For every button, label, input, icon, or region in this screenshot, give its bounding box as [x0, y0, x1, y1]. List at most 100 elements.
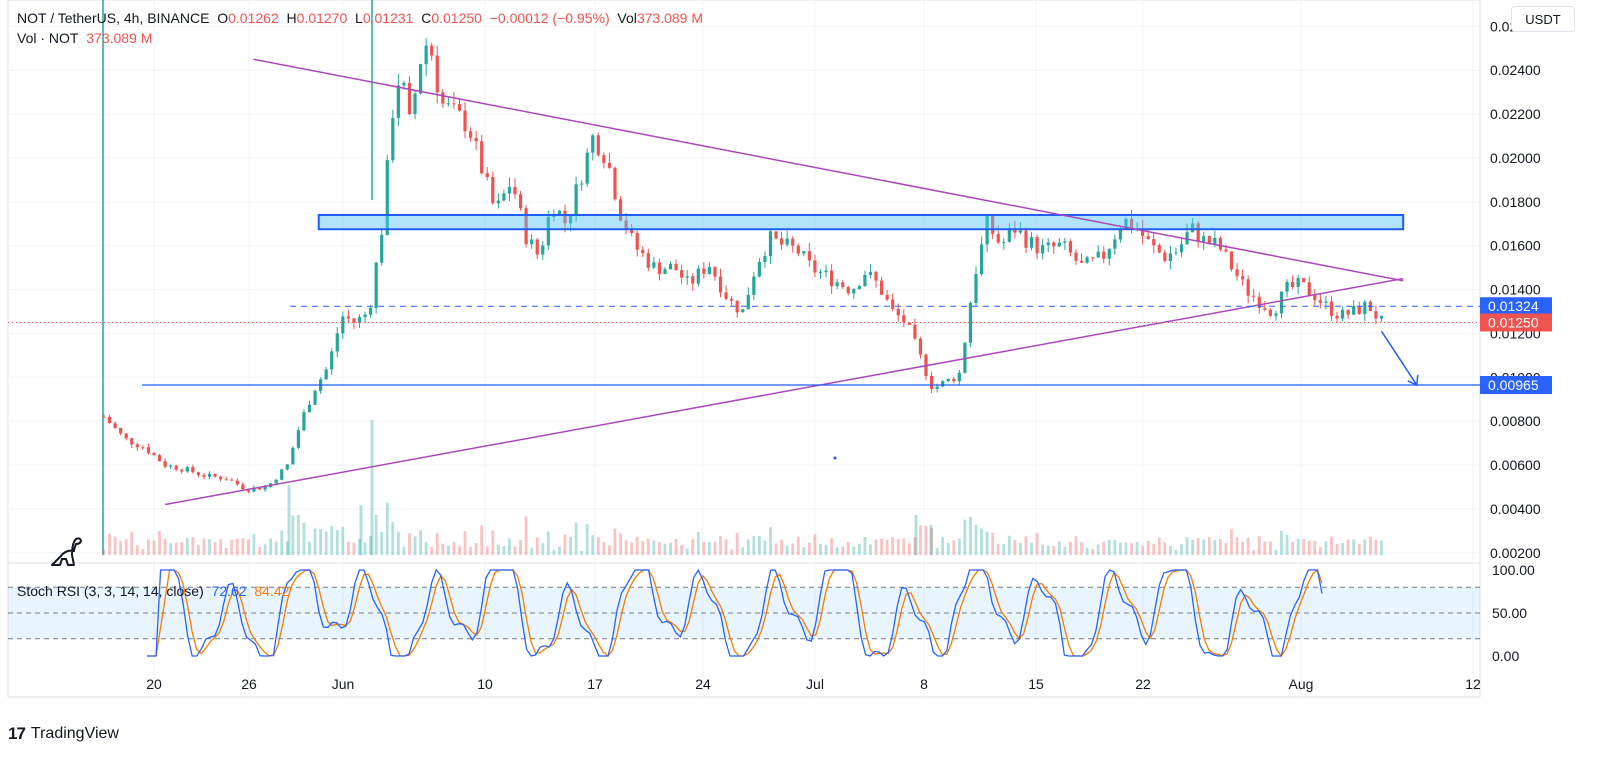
candle-body — [574, 184, 578, 216]
volume-bar — [1069, 541, 1072, 555]
volume-bar — [474, 542, 478, 555]
volume-bar — [1346, 539, 1350, 555]
volume-bar — [191, 537, 195, 555]
price-tick-label: 0.00600 — [1490, 457, 1541, 473]
time-axis[interactable]: 20 26 Jun 10 17 24 Jul 8 15 22 Aug 12 — [146, 676, 1481, 692]
candle-body — [1296, 278, 1300, 287]
candle-body — [180, 469, 184, 472]
candle-body — [191, 467, 195, 473]
candle-body — [702, 268, 706, 274]
candle-body — [430, 45, 434, 56]
volume-bar — [102, 549, 106, 555]
volume-bar — [1035, 532, 1039, 555]
candle-body — [724, 292, 728, 299]
volume-bar — [1119, 542, 1122, 555]
price-axis[interactable]: 0.026000.024000.022000.020000.018000.016… — [1480, 18, 1552, 561]
volume-bar — [1213, 539, 1217, 555]
volume-bar — [1257, 535, 1261, 555]
candle-body — [491, 176, 495, 204]
volume-bar — [996, 543, 1000, 555]
candle-body — [585, 152, 589, 184]
candle-body — [1268, 309, 1272, 316]
volume-bar — [452, 542, 456, 555]
candle-body — [802, 251, 806, 254]
target-price-badge-bg — [1480, 375, 1552, 394]
low-label: L — [355, 10, 363, 26]
volume-bar — [208, 539, 211, 555]
volume-bar — [591, 535, 595, 555]
volume-bar — [341, 527, 345, 555]
candle-body — [1174, 252, 1178, 254]
candle-body — [663, 269, 667, 275]
volume-bar — [252, 534, 256, 555]
candle-body — [1307, 282, 1311, 296]
volume-bar — [524, 516, 528, 555]
candle-body — [124, 433, 128, 439]
candle-body — [141, 447, 145, 449]
candle-body — [1102, 251, 1106, 259]
candle-body — [241, 484, 245, 490]
volume-bar — [169, 543, 173, 555]
volume-bar — [680, 545, 684, 555]
volume-bar — [1085, 547, 1089, 555]
volume-bar — [330, 526, 334, 555]
volume-bar — [891, 537, 895, 555]
candle-body — [174, 465, 178, 470]
time-tick-label: 24 — [695, 676, 711, 692]
candle-body — [468, 131, 473, 138]
candle-body — [796, 245, 800, 254]
candle-body — [935, 386, 939, 389]
candle-body — [568, 215, 573, 224]
volume-bar — [502, 546, 506, 555]
volume-bar — [441, 543, 445, 555]
candle-body — [1229, 251, 1234, 270]
volume-bar — [830, 538, 833, 555]
volume-bar — [1052, 546, 1056, 555]
currency-button[interactable]: USDT — [1511, 6, 1575, 32]
candle-body — [496, 200, 500, 204]
candle-body — [1346, 309, 1350, 315]
close-label: C — [421, 10, 432, 26]
volume-bar — [1152, 543, 1156, 555]
volume-bar — [757, 535, 761, 555]
symbol-title: NOT / TetherUS, 4h, BINANCE — [17, 10, 210, 26]
candle-body — [685, 276, 689, 278]
volume-bar — [124, 539, 128, 555]
volume-bar — [796, 536, 800, 555]
volume-row-label: Vol · NOT — [17, 30, 79, 46]
volume-bar — [974, 524, 978, 555]
volume-bar — [696, 531, 700, 555]
stoch-level-label: 50.00 — [1492, 605, 1527, 621]
volume-bar — [613, 528, 617, 555]
price-tick-label: 0.02200 — [1490, 106, 1541, 122]
candle-body — [1124, 218, 1128, 230]
volume-bar — [1141, 545, 1145, 555]
candle-body — [152, 453, 156, 456]
candle-body — [535, 239, 539, 255]
volume-bar — [235, 538, 239, 555]
candle-body — [646, 253, 650, 268]
down-arrow-head — [1407, 374, 1419, 387]
volume-bar — [1207, 536, 1211, 555]
volume-bar — [935, 548, 939, 555]
candle-body — [119, 428, 123, 434]
volume-bar — [224, 547, 228, 555]
candle-body — [1263, 307, 1267, 310]
volume-bar — [802, 547, 806, 555]
candle-body — [1290, 281, 1295, 287]
volume-bar — [819, 544, 822, 555]
volume-bar — [924, 525, 928, 555]
volume-bar — [1263, 541, 1267, 555]
volume-bar — [1218, 539, 1222, 555]
volume-bar — [869, 544, 872, 555]
volume-bar — [413, 536, 417, 555]
tradingview-brand[interactable]: 17 TradingView — [8, 724, 119, 744]
candle-body — [768, 231, 773, 257]
vol-value: 373.089 M — [636, 10, 704, 26]
candle-body — [302, 412, 306, 431]
candle-body — [918, 338, 923, 355]
candle-body — [369, 307, 373, 315]
price-tick-label: 0.02400 — [1490, 62, 1541, 78]
volume-bar — [846, 541, 850, 555]
